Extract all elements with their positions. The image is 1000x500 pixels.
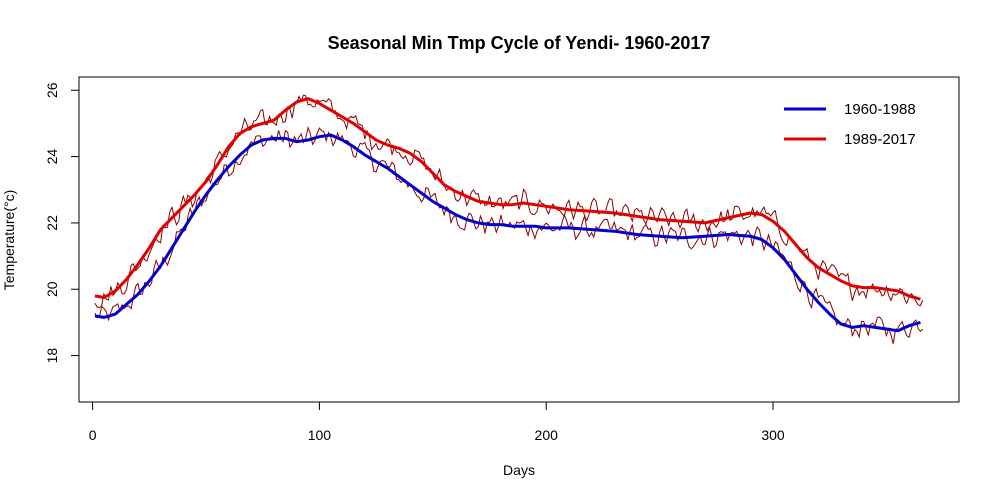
series-line-1989-2017 [94, 97, 921, 301]
raw-line-2 [94, 94, 924, 309]
y-axis-label: Temperature(°c) [1, 190, 17, 291]
x-tick-label: 0 [89, 427, 97, 443]
y-tick-label: 18 [44, 348, 60, 364]
x-tick-label: 200 [535, 427, 559, 443]
raw-daily-lines [94, 94, 924, 344]
legend-label: 1960-1988 [844, 101, 916, 118]
x-tick-label: 300 [761, 427, 785, 443]
x-axis-label: Days [503, 462, 535, 478]
series-line-1960-1988 [94, 133, 921, 333]
x-axis: 0 100 200 300 [89, 402, 785, 443]
y-tick-label: 20 [44, 281, 60, 297]
plot-frame [78, 76, 960, 403]
legend-label: 1989-2017 [844, 131, 916, 148]
x-tick-label: 100 [308, 427, 332, 443]
y-tick-label: 22 [44, 215, 60, 231]
legend: 1960-1988 1989-2017 [784, 101, 916, 148]
y-axis: 18 20 22 24 26 [44, 82, 79, 363]
chart-title: Seasonal Min Tmp Cycle of Yendi- 1960-20… [328, 33, 711, 53]
smoothed-lines [94, 97, 921, 333]
y-tick-label: 24 [44, 149, 60, 165]
y-tick-label: 26 [44, 82, 60, 98]
